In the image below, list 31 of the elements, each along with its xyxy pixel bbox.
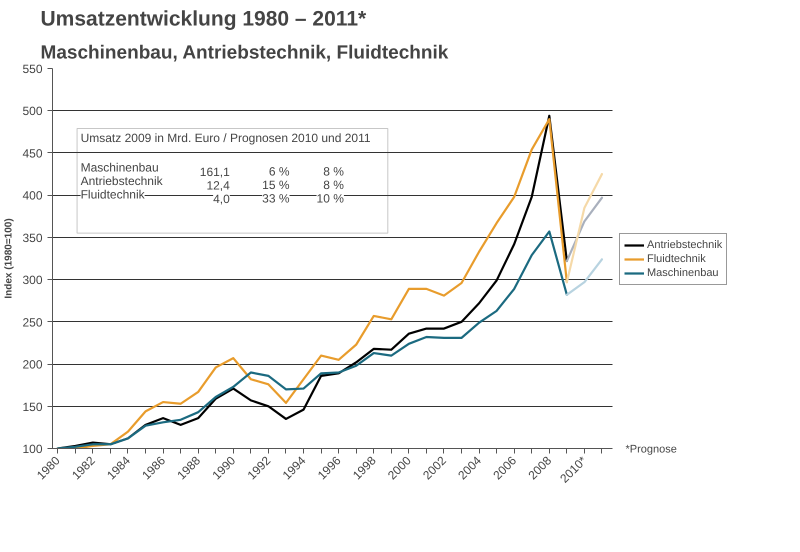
y-tick-label: 150	[22, 400, 43, 414]
y-tick-label: 450	[22, 146, 43, 160]
annotation: 33 %	[262, 192, 290, 206]
annotation: 8 %	[323, 164, 344, 179]
annotation: 6 %	[268, 164, 290, 179]
y-tick-label: 300	[22, 273, 43, 288]
y-tick-label: 550	[22, 62, 43, 76]
y-tick-label: 200	[22, 358, 43, 372]
chart-subtitle: Maschinenbau, Antriebstechnik, Fluidtechnik	[40, 42, 449, 64]
legend-label: Antriebstechnik	[647, 238, 722, 252]
annotation: 4,0	[213, 192, 230, 206]
annotation: Umsatz 2009 in Mrd. Euro / Prognosen 2010 und 2011	[80, 130, 371, 145]
y-tick-label: 400	[22, 188, 43, 203]
annotation: 8 %	[323, 178, 344, 192]
annotation: 161,1	[200, 165, 230, 180]
annotation: 15 %	[262, 178, 290, 192]
y-tick-label: 500	[22, 104, 43, 118]
annotation: Fluidtechnik	[80, 187, 146, 202]
chart-title: Umsatzentwicklung 1980 – 2011*	[40, 8, 367, 30]
y-tick-label: 250	[22, 315, 43, 330]
annotation: Maschinenbau	[80, 160, 159, 174]
annotation: Antriebstechnik	[80, 174, 164, 188]
line-series	[56, 230, 568, 448]
legend-label: Maschinenbau	[647, 266, 719, 280]
y-axis-title: Index (1980=100)	[3, 218, 14, 299]
y-tick-label: 100	[22, 442, 43, 456]
text: *Prognose	[626, 444, 677, 456]
legend-label: Fluidtechnik	[647, 252, 706, 266]
annotation: 12,4	[206, 178, 230, 193]
annotation: 10 %	[316, 192, 344, 206]
y-tick-label: 350	[22, 230, 43, 245]
